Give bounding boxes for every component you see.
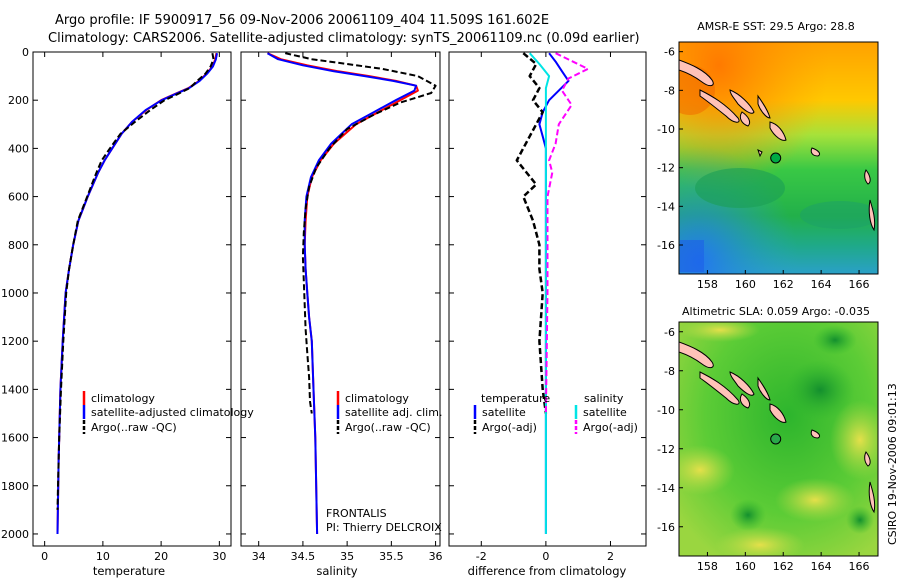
y-tick-label: 1200 (1, 335, 29, 348)
salinity-legend: climatology satellite adj. clim. Argo(..… (336, 391, 442, 434)
pi-name: PI: Thierry DELCROIX (326, 521, 442, 534)
map-y-tick-label: -10 (657, 404, 675, 417)
plot-frame (240, 51, 441, 547)
legend-label-satellite: satellite adj. clim. (345, 406, 442, 419)
map-y-tick-label: -8 (664, 84, 675, 97)
map-y-tick-label: -16 (657, 239, 675, 252)
series-line-climatology (267, 52, 419, 535)
series-line-satellite-adjusted-climatology (56, 53, 218, 535)
sla-float-marker (770, 433, 782, 445)
legend-label-temp-satellite: satellite (482, 406, 526, 419)
legend-label-sal-satellite: satellite (583, 406, 627, 419)
x-tick-label: 0 (542, 550, 549, 563)
map-x-tick-label: 158 (697, 278, 718, 291)
map-x-tick-label: 160 (735, 560, 756, 573)
series-line-climatology (56, 53, 218, 535)
map-x-tick-label: 166 (849, 560, 870, 573)
difference-panel: -2 0 2 (448, 51, 647, 563)
map-x-tick-label: 162 (773, 560, 794, 573)
series-line-temperature-argo-adj (515, 52, 548, 414)
map-y-tick-label: -6 (664, 326, 675, 339)
sla-map-axes: 158 160 162 164 166 -6 -8 -10 -12 -14 -16 (657, 326, 870, 573)
header-line-1: Argo profile: IF 5900917_56 09-Nov-2006 … (55, 13, 549, 28)
legend-label-satellite: satellite-adjusted climatology (91, 406, 254, 419)
map-y-tick-label: -12 (657, 162, 675, 175)
x-tick-label: 20 (154, 550, 168, 563)
series-line-argo-raw-qc (56, 53, 215, 510)
map-y-tick-label: -16 (657, 521, 675, 534)
temperature-legend: climatology satellite-adjusted climatolo… (82, 391, 254, 434)
x-tick-label: 10 (96, 550, 110, 563)
y-tick-label: 0 (22, 46, 29, 59)
plot-frame (448, 51, 647, 547)
series-line-satellite-adj-clim (267, 52, 418, 535)
credit-stamp: CSIRO 19-Nov-2006 09:01:13 (886, 383, 899, 545)
sla-map-frame (678, 321, 879, 557)
x-tick-label: 0 (41, 550, 48, 563)
x-tick-label: 2 (607, 550, 614, 563)
map-x-tick-label: 164 (811, 560, 832, 573)
x-tick-label: 36 (429, 550, 443, 563)
y-tick-label: 400 (8, 142, 29, 155)
y-tick-label: 1800 (1, 480, 29, 493)
map-x-tick-label: 166 (849, 278, 870, 291)
sst-map-axes: 158 160 162 164 166 -6 -8 -10 -12 -14 -16 (657, 46, 870, 291)
x-tick-label: -2 (476, 550, 487, 563)
map-x-tick-label: 164 (811, 278, 832, 291)
y-tick-label: 600 (8, 191, 29, 204)
map-y-tick-label: -14 (657, 482, 675, 495)
salinity-xlabel: salinity (316, 564, 357, 578)
legend-label-sal-argo: Argo(-adj) (583, 421, 638, 434)
sst-map-frame (678, 41, 879, 275)
x-tick-label: 35.5 (379, 550, 404, 563)
x-tick-label: 30 (212, 550, 226, 563)
y-tick-label: 2000 (1, 528, 29, 541)
x-tick-label: 35 (340, 550, 354, 563)
y-tick-label: 1400 (1, 383, 29, 396)
map-x-tick-label: 158 (697, 560, 718, 573)
map-y-tick-label: -12 (657, 443, 675, 456)
sla-map-title: Altimetric SLA: 0.059 Argo: -0.035 (682, 305, 870, 318)
map-x-tick-label: 160 (735, 278, 756, 291)
legend-label-climatology: climatology (345, 392, 409, 405)
series-line-argo-raw-qc (284, 52, 437, 414)
legend-title-temperature: temperature (481, 392, 550, 405)
map-y-tick-label: -8 (664, 365, 675, 378)
legend-label-argo: Argo(..raw -QC) (345, 421, 431, 434)
legend-label-argo: Argo(..raw -QC) (91, 421, 177, 434)
temperature-panel: 0 10 20 30 0 200 400 600 800 1000 1200 1400 1600 1800… (1, 46, 232, 563)
series-line-temperature-satellite (538, 52, 570, 534)
project-name: FRONTALIS (326, 507, 387, 520)
sst-map-title: AMSR-E SST: 29.5 Argo: 28.8 (697, 20, 855, 33)
map-x-tick-label: 162 (773, 278, 794, 291)
y-tick-label: 1000 (1, 287, 29, 300)
map-y-tick-label: -10 (657, 123, 675, 136)
legend-label-temp-argo: Argo(-adj) (482, 421, 537, 434)
sst-float-marker (770, 152, 782, 164)
y-tick-label: 200 (8, 94, 29, 107)
y-tick-label: 1600 (1, 432, 29, 445)
legend-label-climatology: climatology (91, 392, 155, 405)
map-y-tick-label: -14 (657, 200, 675, 213)
map-y-tick-label: -6 (664, 46, 675, 59)
series-line-salinity-satellite (528, 52, 551, 534)
legend-title-salinity: salinity (584, 392, 624, 405)
difference-legend: temperature salinity satellite Argo(-adj… (473, 392, 638, 434)
x-tick-label: 34 (252, 550, 266, 563)
y-tick-label: 800 (8, 239, 29, 252)
salinity-panel: 34 34.5 35 35.5 36 (240, 51, 443, 563)
difference-xlabel: difference from climatology (468, 564, 627, 578)
temperature-xlabel: temperature (93, 564, 165, 578)
plot-frame (32, 51, 232, 547)
x-tick-label: 34.5 (291, 550, 316, 563)
header-line-2: Climatology: CARS2006. Satellite-adjuste… (48, 31, 640, 46)
series-line-salinity-argo-adj (544, 52, 589, 414)
